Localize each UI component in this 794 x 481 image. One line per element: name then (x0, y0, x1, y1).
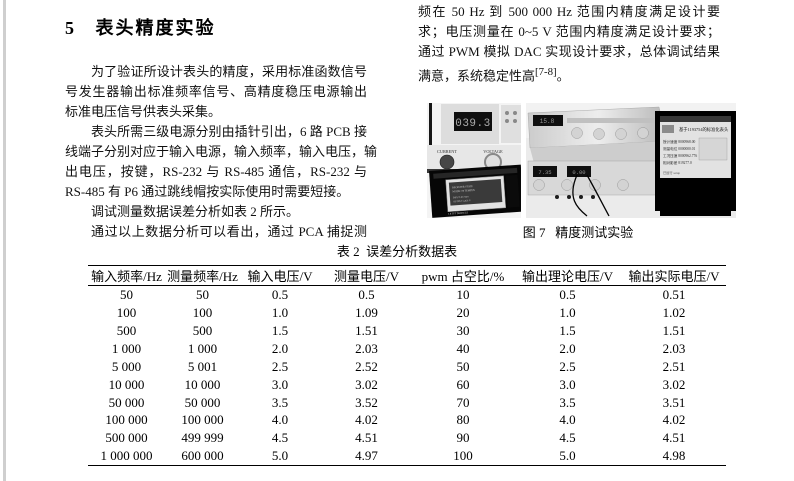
svg-text:工况压速 8000962.776: 工况压速 8000962.776 (663, 153, 697, 158)
svg-text:测量电位 0000000.01: 测量电位 0000000.01 (663, 146, 696, 151)
svg-text:授计速度 8000968.00: 授计速度 8000968.00 (663, 139, 696, 144)
svg-text:相对影差 819277.0: 相对影差 819277.0 (663, 160, 692, 165)
svg-text:0.00: 0.00 (572, 169, 585, 176)
svg-text:7.35: 7.35 (538, 169, 551, 176)
svg-text:CURRENT: CURRENT (437, 149, 457, 154)
svg-text:039.3: 039.3 (455, 118, 491, 130)
svg-text:已运行 setup: 已运行 setup (663, 170, 680, 175)
svg-text:15.8: 15.8 (540, 118, 555, 125)
svg-text:基于1193754的标准化表头: 基于1193754的标准化表头 (679, 126, 729, 133)
